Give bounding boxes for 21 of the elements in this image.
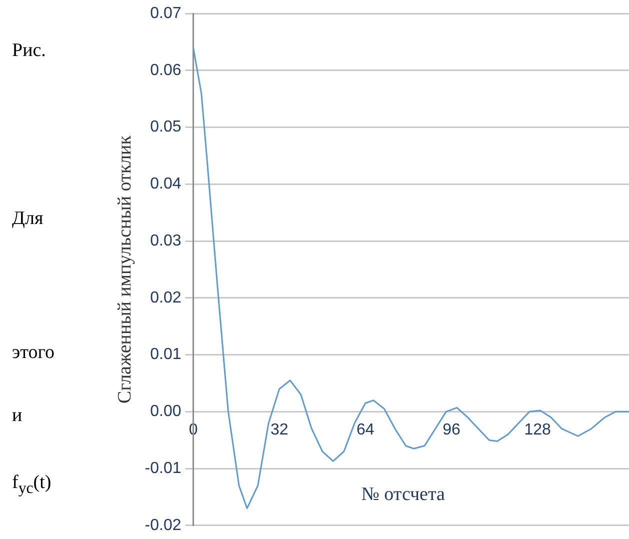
text: и xyxy=(12,405,22,427)
text: этого xyxy=(12,342,55,364)
x-tick-label: 128 xyxy=(524,422,551,439)
y-tick-label: 0.02 xyxy=(150,289,182,306)
y-tick-label: 0.01 xyxy=(150,346,182,364)
x-axis-title: № отсчета xyxy=(361,484,446,506)
y-axis-title: Сглаженный импульсный отклик xyxy=(114,134,136,404)
y-tick-label: 0.04 xyxy=(150,176,182,193)
y-tick-label: 0.03 xyxy=(150,232,182,250)
y-tick-label: 0.07 xyxy=(150,5,182,22)
text: f$_{ус}$(t) xyxy=(12,472,52,498)
x-tick-label: 32 xyxy=(270,422,288,439)
x-tick-label: 96 xyxy=(442,422,460,439)
text: Рис. xyxy=(12,40,46,62)
y-tick-label: 0.00 xyxy=(150,403,182,420)
text: Для xyxy=(12,208,44,230)
y-tick-label: 0.06 xyxy=(150,62,182,79)
y-tick-label: -0.01 xyxy=(144,460,182,477)
x-tick-label: 64 xyxy=(356,422,374,439)
y-tick-label: -0.02 xyxy=(144,516,182,534)
y-tick-label: 0.05 xyxy=(150,118,182,136)
